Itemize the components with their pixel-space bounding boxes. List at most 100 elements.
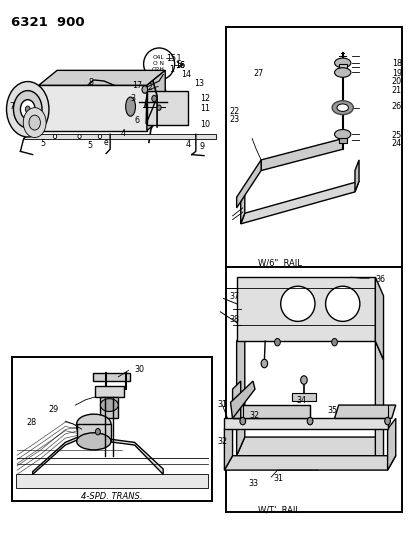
- Ellipse shape: [77, 433, 111, 450]
- Circle shape: [23, 108, 46, 138]
- Circle shape: [13, 91, 42, 128]
- Circle shape: [332, 338, 337, 346]
- Circle shape: [240, 417, 246, 425]
- Ellipse shape: [126, 97, 135, 116]
- Text: 32: 32: [218, 437, 228, 446]
- Polygon shape: [39, 70, 165, 85]
- Text: 7: 7: [9, 102, 14, 111]
- Text: 38: 38: [229, 316, 239, 324]
- Text: 30: 30: [135, 366, 145, 374]
- Text: 37: 37: [229, 293, 239, 301]
- Circle shape: [20, 100, 35, 119]
- Circle shape: [307, 417, 313, 425]
- Text: 8: 8: [89, 78, 94, 86]
- Polygon shape: [241, 181, 359, 224]
- Polygon shape: [241, 192, 245, 224]
- Polygon shape: [335, 405, 396, 418]
- Ellipse shape: [335, 68, 351, 77]
- Ellipse shape: [100, 399, 118, 411]
- Text: 10: 10: [200, 120, 210, 129]
- Circle shape: [95, 429, 100, 435]
- Polygon shape: [24, 134, 216, 139]
- Bar: [339, 138, 347, 143]
- Ellipse shape: [144, 48, 175, 80]
- Text: O4H: O4H: [152, 73, 165, 78]
- Polygon shape: [233, 405, 310, 418]
- Text: O4L: O4L: [153, 55, 164, 60]
- Circle shape: [29, 115, 40, 130]
- Bar: [12, 357, 212, 501]
- Text: 28: 28: [27, 418, 37, 427]
- Polygon shape: [77, 424, 111, 441]
- Text: 3: 3: [131, 94, 135, 103]
- Text: O2H: O2H: [152, 67, 165, 72]
- Text: 4-SPD. TRANS.: 4-SPD. TRANS.: [82, 492, 143, 501]
- Text: 26: 26: [392, 102, 402, 111]
- Polygon shape: [39, 85, 147, 131]
- Text: 5: 5: [88, 141, 93, 150]
- Circle shape: [385, 417, 390, 425]
- Polygon shape: [233, 381, 241, 418]
- Bar: [93, 373, 130, 381]
- Bar: [339, 64, 347, 69]
- Polygon shape: [224, 418, 233, 470]
- Text: 36: 36: [375, 276, 386, 284]
- Text: 27: 27: [254, 69, 264, 78]
- Text: 31: 31: [273, 474, 284, 483]
- Polygon shape: [16, 474, 208, 488]
- Text: 18: 18: [392, 60, 402, 68]
- Bar: [292, 393, 316, 401]
- Ellipse shape: [29, 86, 44, 130]
- Text: 14: 14: [182, 70, 192, 79]
- Circle shape: [98, 134, 102, 139]
- Text: 1: 1: [169, 65, 174, 74]
- Text: 34: 34: [296, 397, 306, 405]
- Circle shape: [7, 82, 49, 137]
- Circle shape: [157, 105, 161, 110]
- Text: 4: 4: [186, 141, 191, 149]
- Text: 12: 12: [200, 94, 210, 103]
- Polygon shape: [100, 397, 118, 418]
- Ellipse shape: [335, 58, 351, 68]
- Polygon shape: [237, 160, 261, 208]
- Text: 13: 13: [194, 79, 204, 88]
- Polygon shape: [237, 437, 384, 456]
- Polygon shape: [261, 139, 343, 171]
- Text: 22: 22: [229, 108, 239, 116]
- Polygon shape: [224, 418, 388, 429]
- Circle shape: [78, 134, 81, 139]
- Text: 2: 2: [147, 83, 152, 92]
- Polygon shape: [355, 160, 359, 192]
- Text: W/6"  RAIL: W/6" RAIL: [258, 259, 302, 268]
- Ellipse shape: [77, 418, 111, 437]
- Polygon shape: [231, 381, 255, 418]
- Polygon shape: [95, 386, 124, 397]
- Circle shape: [261, 359, 268, 368]
- Text: 24: 24: [392, 140, 402, 148]
- Polygon shape: [224, 456, 396, 470]
- Polygon shape: [388, 418, 396, 470]
- Ellipse shape: [326, 286, 360, 321]
- Polygon shape: [33, 435, 163, 474]
- Ellipse shape: [281, 286, 315, 321]
- Polygon shape: [375, 277, 384, 360]
- Text: 35: 35: [328, 406, 338, 415]
- Ellipse shape: [332, 101, 353, 115]
- Polygon shape: [147, 91, 188, 125]
- Text: 25: 25: [392, 131, 402, 140]
- Text: 31: 31: [218, 400, 228, 408]
- Text: 16: 16: [175, 61, 186, 69]
- Text: W/T'  RAIL: W/T' RAIL: [258, 505, 300, 514]
- Text: 5: 5: [41, 140, 46, 148]
- Polygon shape: [375, 341, 384, 456]
- Text: 32: 32: [250, 411, 260, 420]
- Ellipse shape: [77, 414, 111, 433]
- Text: 6: 6: [135, 116, 140, 125]
- Circle shape: [142, 86, 148, 93]
- Text: 6321  900: 6321 900: [11, 16, 85, 29]
- Text: 33: 33: [248, 480, 258, 488]
- Polygon shape: [147, 70, 165, 131]
- Text: 23: 23: [229, 116, 239, 124]
- Text: 11: 11: [200, 104, 210, 112]
- Bar: [226, 27, 402, 512]
